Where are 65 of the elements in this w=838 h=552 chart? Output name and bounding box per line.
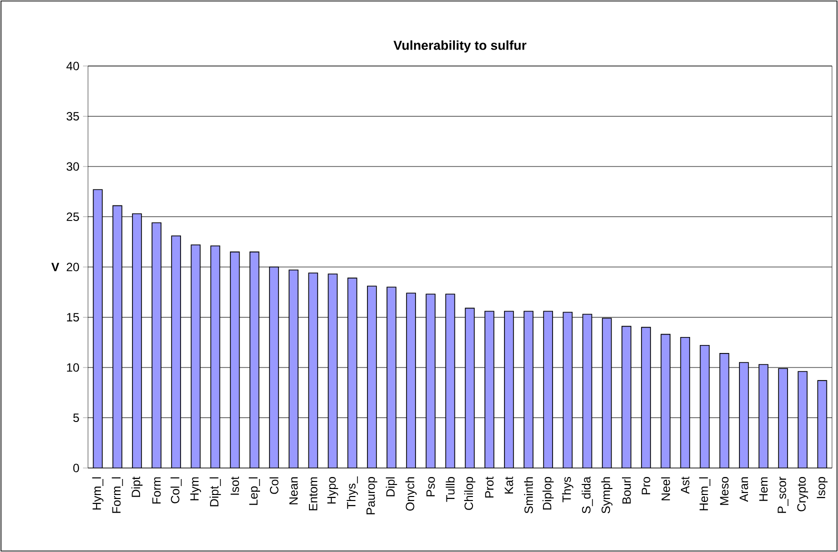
bar (308, 272, 318, 468)
x-tick-label: Thys (562, 476, 574, 502)
bar (602, 318, 612, 468)
y-tick-label: 5 (73, 414, 79, 422)
chart-title: Vulnerability to sulfur (394, 40, 526, 53)
bar (700, 344, 710, 468)
bar (817, 380, 828, 468)
y-tick-label: 40 (66, 62, 80, 70)
x-tick-label: Dipt (131, 476, 143, 497)
x-tick-label: Nean (289, 477, 298, 504)
x-tick-label: Symph (601, 477, 612, 514)
bar (347, 278, 358, 468)
x-tick-label: Entom (308, 477, 318, 510)
x-tick-label: Form (152, 477, 161, 504)
x-tick-label: Prot (485, 476, 494, 498)
x-tick-label: Thys_ (346, 476, 358, 509)
x-tick-label: Isot (230, 476, 240, 495)
x-tick-label: Onych (405, 477, 417, 511)
y-tick-label: 20 (66, 262, 80, 272)
x-tick-label: P_scor (778, 476, 788, 513)
bar (92, 189, 103, 468)
x-tick-label: Pso (426, 477, 435, 496)
x-tick-label: Isop (816, 477, 828, 498)
x-tick-label: Lep_l (248, 477, 260, 505)
bar (680, 336, 690, 468)
x-tick-label: Form_l (112, 477, 123, 513)
bar (210, 245, 220, 468)
bar (328, 274, 338, 468)
x-tick-label: Hypo (327, 477, 338, 504)
bar (562, 312, 573, 468)
x-tick-label: Neel (661, 477, 670, 500)
x-tick-label: Hem_l (699, 477, 710, 510)
y-tick-label: 35 (66, 112, 79, 121)
x-tick-label: S_dida (582, 476, 593, 514)
x-tick-label: Kat (504, 476, 514, 494)
x-tick-label: Hem (759, 477, 768, 501)
x-tick-label: Dipt_l (210, 477, 221, 506)
x-tick-label: Ast (680, 476, 690, 494)
y-tick-label: 0 (73, 464, 80, 472)
x-tick-label: Hym (190, 477, 202, 500)
x-tick-label: Hym_l (92, 477, 104, 510)
bar (464, 308, 475, 468)
x-tick-label: Tullb (446, 477, 455, 502)
x-tick-label: Pro (642, 477, 650, 494)
y-tick-label: 25 (66, 212, 79, 222)
x-tick-label: Col_l (170, 477, 182, 504)
x-tick-label: Meso (720, 477, 729, 505)
bar (445, 294, 456, 468)
bar (230, 252, 240, 468)
x-tick-label: Col (270, 477, 278, 494)
x-tick-label: Paurop (366, 477, 378, 514)
y-axis-title: V (51, 262, 60, 272)
x-tick-label: Dipl (386, 477, 398, 496)
x-tick-label: Bourl (622, 477, 631, 504)
y-tick-label: 10 (67, 363, 80, 372)
x-tick-label: Diplop (542, 477, 554, 510)
x-tick-label: Sminth (524, 477, 533, 514)
bar (582, 314, 592, 468)
y-tick-label: 30 (66, 162, 80, 171)
x-tick-label: Crypto (797, 477, 808, 512)
x-tick-label: Chilop (464, 477, 476, 510)
y-tick-label: 15 (67, 313, 79, 322)
bar (190, 244, 201, 468)
bar (719, 353, 730, 468)
x-tick-label: Aran (740, 477, 748, 502)
